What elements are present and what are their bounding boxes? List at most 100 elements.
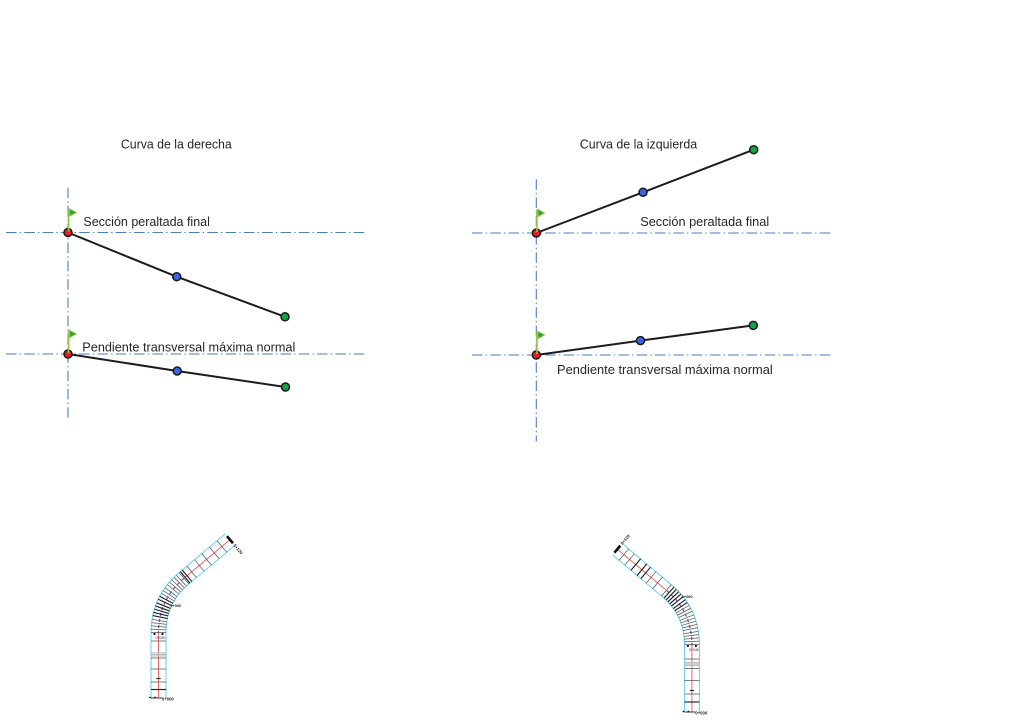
assembly-tick — [216, 540, 228, 553]
assembly-tick — [151, 619, 167, 623]
station-label: 0+060 — [682, 594, 693, 599]
assembly-tick — [682, 624, 698, 629]
assembly-tick — [178, 572, 190, 585]
end-point-green-right-curve-0 — [280, 312, 290, 322]
assembly-tick — [161, 592, 175, 602]
station-dot — [149, 696, 151, 699]
assembly-tick — [209, 546, 220, 559]
station-label: 0+000 — [162, 697, 174, 702]
corridor-plan-right-curve: 0+000 0+040 0+060 0+120 — [149, 533, 244, 702]
assembly-tick — [645, 571, 657, 584]
assembly-tick — [171, 579, 183, 591]
alignment-tangent — [184, 539, 231, 579]
assembly-tick — [167, 584, 180, 595]
assembly-tick — [678, 610, 693, 618]
flag-inner — [538, 210, 544, 216]
flag-inner — [70, 331, 76, 337]
event-flag-icon-left-curve-0 — [536, 208, 546, 232]
end-point-green-left-curve-0 — [748, 144, 759, 155]
assembly-tick — [681, 620, 697, 626]
road-edge — [165, 545, 236, 698]
corridor-plan-left-curve: 0+000 0+040 0+060 0+120 — [612, 533, 708, 716]
station-label: 0+120 — [232, 543, 244, 556]
end-point-green-right-curve-1 — [280, 382, 291, 392]
assembly-tick — [677, 607, 691, 616]
assembly-tick — [169, 581, 181, 593]
mid-point-blue-right-curve-0 — [171, 271, 182, 282]
assembly-tick — [683, 634, 699, 637]
station-label: 0+120 — [619, 533, 631, 546]
assembly-tick — [652, 576, 663, 589]
assembly-tick — [201, 553, 212, 566]
assembly-tick — [151, 628, 167, 631]
assembly-tick — [624, 553, 635, 566]
label-right-seccion-peraltada-final: Sección peraltada final — [83, 214, 209, 229]
assembly-tick — [164, 587, 178, 597]
assembly-tick — [151, 625, 167, 628]
station-dot — [682, 710, 685, 713]
road-edge — [621, 543, 700, 712]
assembly-tick — [665, 588, 677, 601]
assembly-tick — [630, 558, 642, 571]
corridor-plans-layer: 0+000 0+040 0+060 0+120 0+000 0+040 0+060 0+120 — [149, 533, 708, 716]
assembly-tick — [636, 563, 648, 576]
station-tick — [156, 677, 161, 680]
assembly-tick — [179, 571, 191, 584]
corridor-end-line — [613, 544, 622, 554]
event-flag-icon-right-curve-1 — [67, 329, 78, 353]
label-left-seccion-peraltada-final: Sección peraltada final — [640, 214, 769, 229]
assembly-tick — [684, 637, 700, 640]
station-tick — [689, 689, 695, 692]
assembly-tick — [684, 640, 700, 643]
assembly-tick — [159, 595, 174, 604]
assembly-tick — [671, 596, 684, 607]
road-edge — [150, 533, 226, 698]
event-flag-icon-right-curve-0 — [67, 208, 78, 232]
flag-inner — [538, 332, 544, 338]
assembly-tick — [672, 599, 686, 609]
assembly-tick — [151, 622, 167, 625]
station-label: 0+040 — [156, 636, 166, 640]
diagram-title-left-curve: Curva de la izquierda — [580, 137, 698, 152]
transition-dot — [153, 632, 156, 636]
assembly-tick — [155, 605, 170, 612]
mid-point-blue-left-curve-0 — [638, 187, 648, 198]
assembly-tick — [152, 615, 168, 620]
assembly-tick — [176, 574, 187, 587]
end-point-green-left-curve-1 — [748, 320, 759, 331]
road-edge — [612, 554, 685, 712]
label-left-pendiente-transversal: Pendiente transversal máxima normal — [557, 362, 773, 377]
assembly-tick — [667, 591, 680, 603]
assembly-tick — [683, 631, 699, 635]
transition-dot — [161, 632, 164, 636]
assembly-tick — [194, 559, 205, 572]
superelevation-lines-layer — [63, 144, 759, 392]
assembly-tick — [181, 569, 193, 582]
mid-point-blue-right-curve-1 — [172, 366, 182, 376]
label-right-pendiente-transversal: Pendiente transversal máxima normal — [82, 339, 295, 354]
station-label: 0+040 — [689, 648, 699, 652]
assembly-tick — [679, 614, 694, 621]
assembly-tick — [669, 593, 682, 605]
assembly-tick — [156, 602, 171, 609]
diagram-title-right-curve: Curva de la derecha — [121, 137, 233, 152]
flag-inner — [70, 209, 76, 216]
assembly-tick — [676, 604, 690, 614]
assembly-tick — [153, 611, 169, 617]
assembly-tick — [618, 548, 629, 561]
station-label: 0+000 — [695, 711, 707, 716]
assembly-tick — [173, 577, 185, 589]
assembly-tick — [640, 566, 651, 580]
transition-dot — [686, 644, 690, 648]
assembly-tick — [680, 617, 696, 624]
assembly-tick — [154, 608, 169, 614]
station-dot — [687, 710, 690, 713]
assembly-tick — [157, 598, 172, 607]
assembly-tick — [186, 565, 197, 578]
corridor-end-line — [226, 535, 234, 545]
assembly-tick — [162, 590, 176, 600]
assembly-tick — [661, 584, 672, 597]
transition-dot — [694, 644, 698, 648]
